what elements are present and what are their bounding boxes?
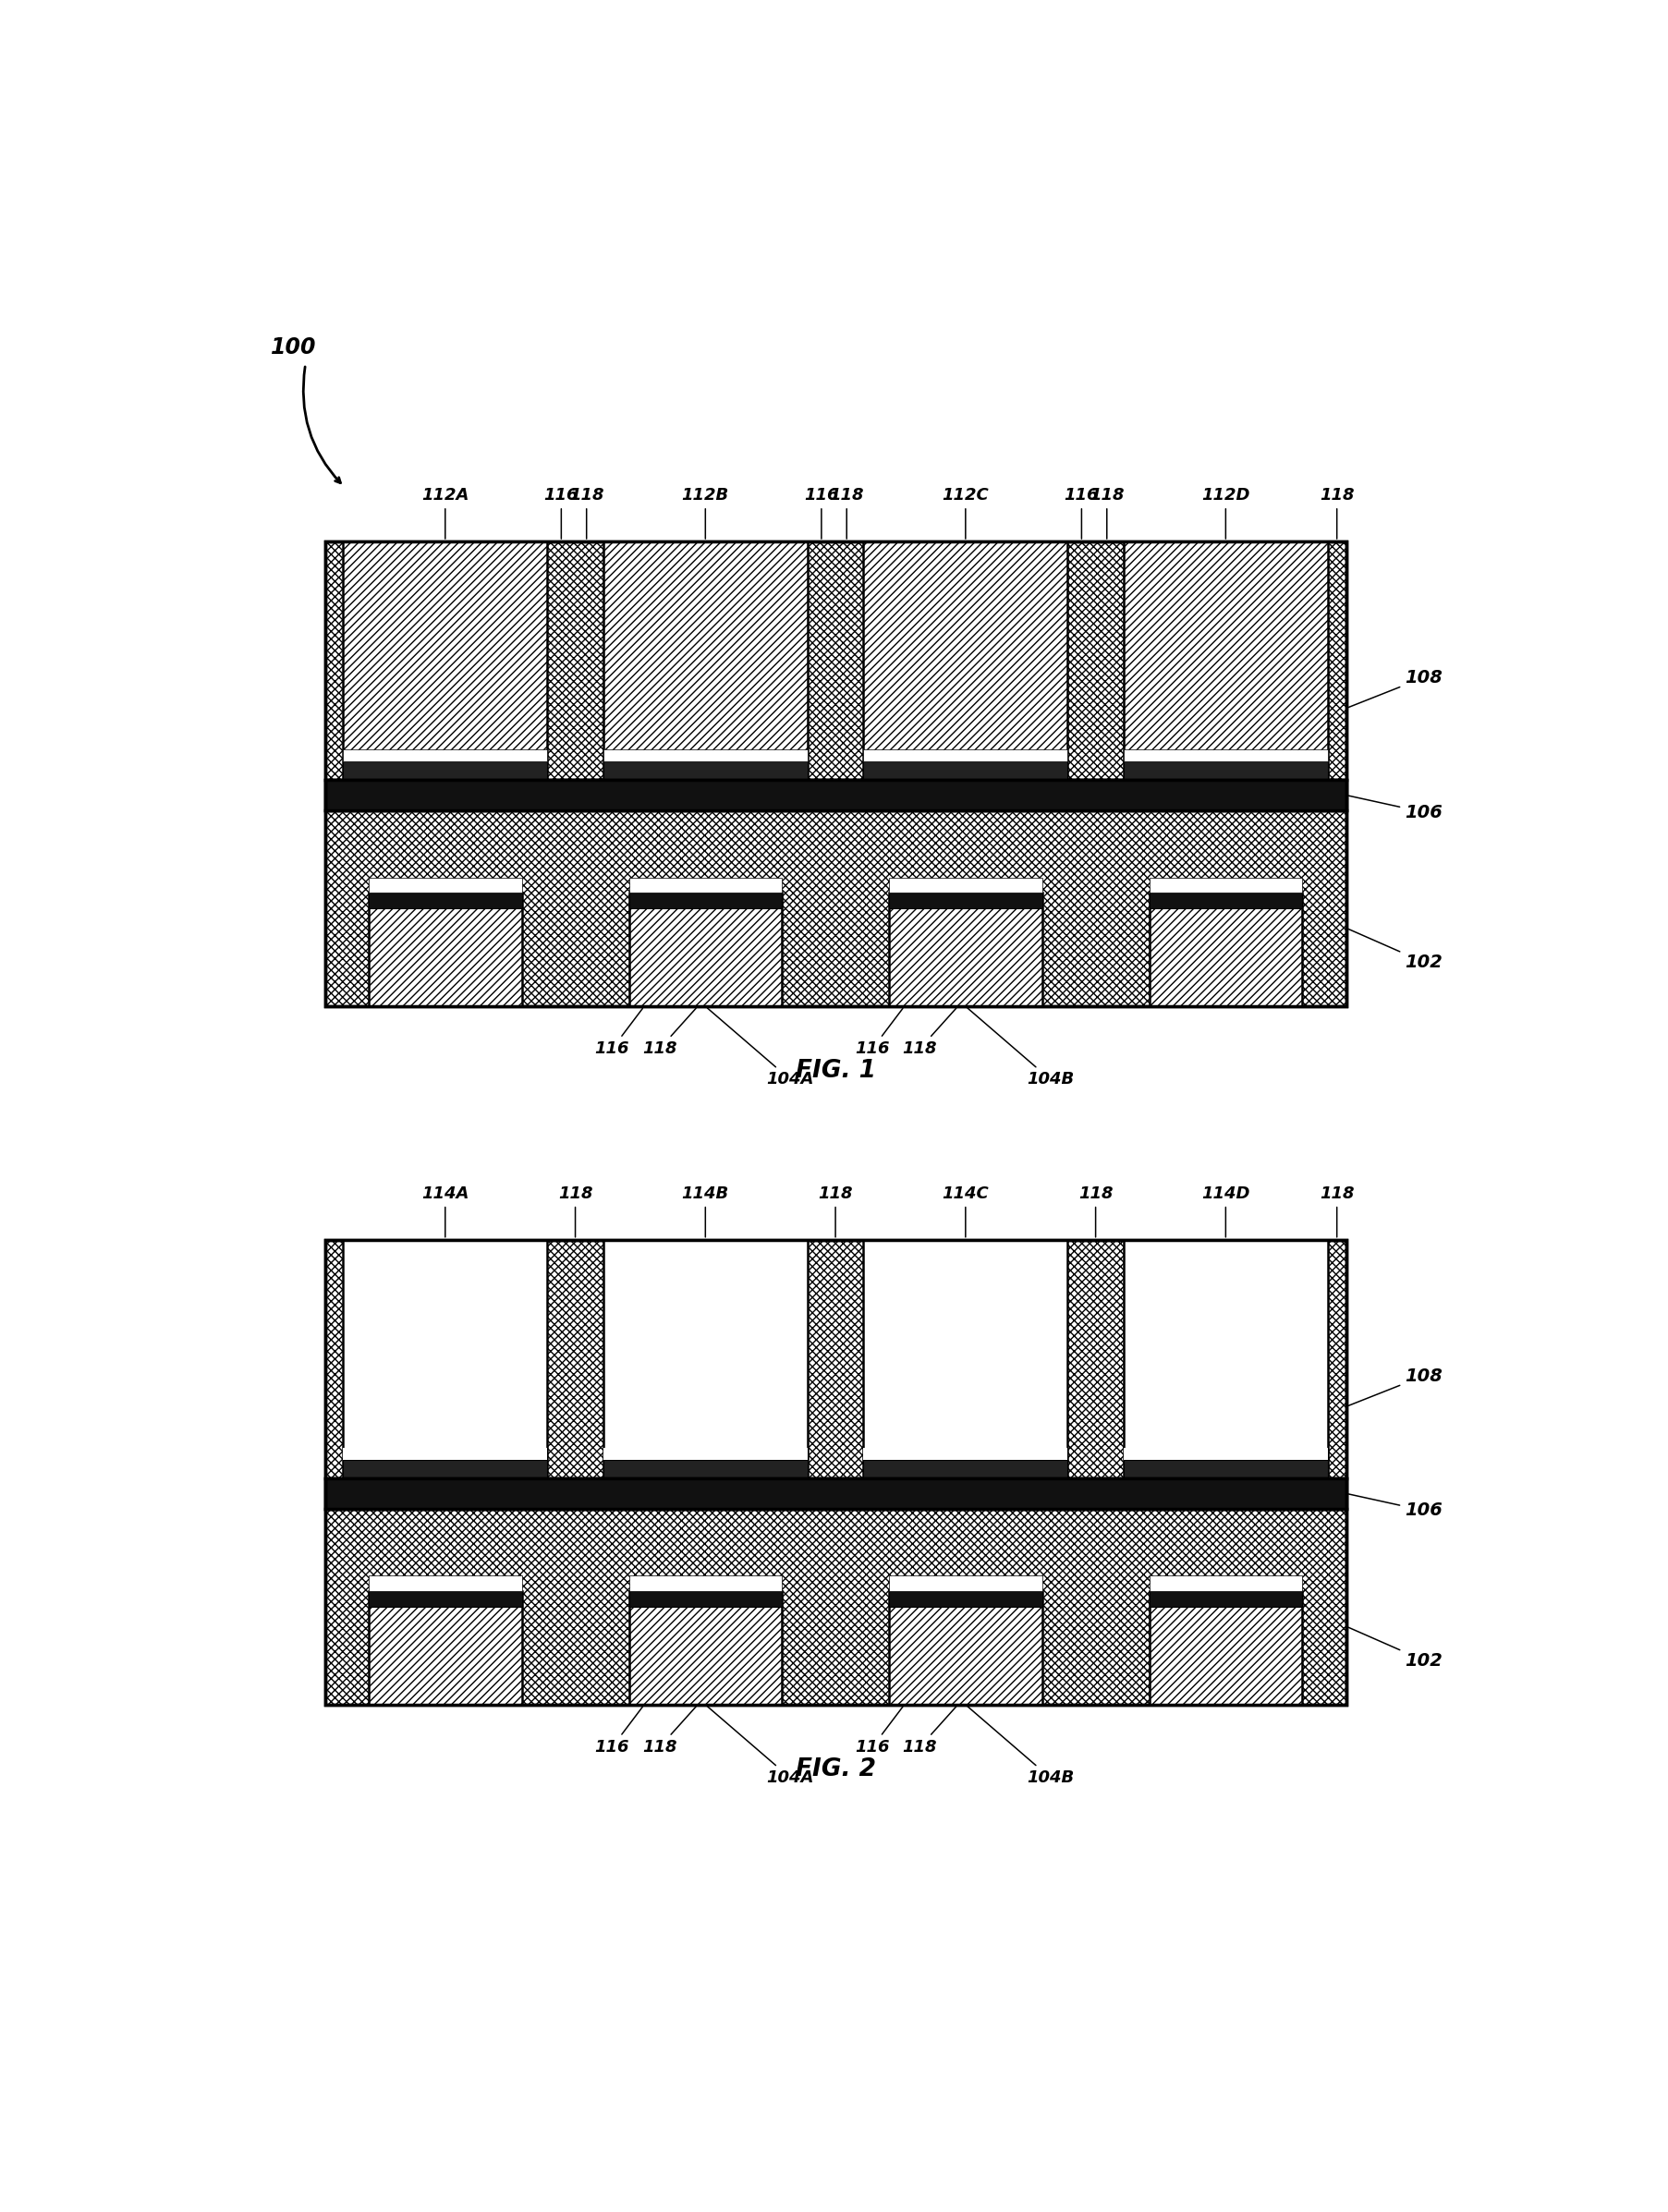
Text: 116: 116 [1064, 487, 1099, 540]
Text: 114C: 114C [942, 1186, 989, 1237]
Bar [1149, 1590, 1303, 1606]
Text: 100: 100 [270, 336, 317, 358]
Bar [629, 1575, 782, 1590]
Text: 114B: 114B [682, 1186, 729, 1237]
Bar [1149, 894, 1303, 909]
Bar [325, 1239, 1346, 1705]
Bar [629, 1590, 782, 1705]
Bar [325, 781, 1346, 810]
Bar [1124, 1447, 1328, 1460]
Text: 116: 116 [595, 1708, 642, 1756]
Bar [344, 750, 547, 761]
Bar [369, 894, 522, 909]
Bar [344, 1239, 547, 1478]
Bar [889, 1590, 1042, 1705]
Text: 106: 106 [1349, 796, 1443, 821]
Bar [889, 878, 1042, 894]
Bar [325, 1478, 1346, 1509]
Text: 116: 116 [804, 487, 839, 540]
Bar [1124, 750, 1328, 761]
Bar [604, 1239, 807, 1478]
Text: 108: 108 [1348, 668, 1443, 708]
Bar [889, 1575, 1042, 1590]
Text: 116: 116 [544, 487, 579, 540]
Bar [344, 1460, 547, 1478]
Text: 118: 118 [1089, 487, 1124, 540]
Bar [629, 1590, 782, 1606]
Text: 116: 116 [856, 1009, 902, 1057]
Bar [604, 1460, 807, 1478]
Bar [1124, 542, 1328, 781]
Bar [1124, 1460, 1328, 1478]
Bar [325, 542, 1346, 781]
Bar [325, 1509, 1346, 1705]
Bar [864, 542, 1068, 781]
Text: 102: 102 [1348, 929, 1443, 971]
Text: 104B: 104B [967, 1705, 1074, 1787]
Bar [1149, 878, 1303, 894]
Text: 118: 118 [902, 1009, 956, 1057]
Text: 104A: 104A [707, 1009, 814, 1088]
Text: 118: 118 [902, 1708, 956, 1756]
Bar [889, 1590, 1042, 1606]
Bar [325, 542, 1346, 1006]
Text: 112D: 112D [1201, 487, 1249, 540]
Bar [604, 761, 807, 781]
Text: 104B: 104B [967, 1009, 1074, 1088]
Bar [369, 1590, 522, 1705]
Text: 108: 108 [1348, 1367, 1443, 1405]
Text: 106: 106 [1349, 1493, 1443, 1520]
Bar [629, 894, 782, 1006]
Bar [864, 1460, 1068, 1478]
Bar [604, 1447, 807, 1460]
Bar [864, 1447, 1068, 1460]
Bar [864, 750, 1068, 761]
Bar [889, 894, 1042, 1006]
Bar [344, 542, 547, 781]
Bar [864, 1239, 1068, 1478]
Bar [325, 1239, 1346, 1478]
Text: 118: 118 [642, 1009, 696, 1057]
Text: 114A: 114A [422, 1186, 469, 1237]
Text: 114D: 114D [1201, 1186, 1249, 1237]
Text: FIG. 1: FIG. 1 [796, 1060, 876, 1084]
Text: 118: 118 [1078, 1186, 1113, 1237]
Bar [1149, 894, 1303, 1006]
Bar [344, 761, 547, 781]
Bar [369, 1575, 522, 1590]
Text: 104A: 104A [707, 1705, 814, 1787]
Bar [1124, 761, 1328, 781]
Text: 112A: 112A [422, 487, 469, 540]
Bar [864, 761, 1068, 781]
Text: 116: 116 [856, 1708, 902, 1756]
Bar [604, 750, 807, 761]
Bar [604, 542, 807, 781]
Bar [325, 1478, 1346, 1509]
Bar [325, 810, 1346, 1006]
Text: 118: 118 [569, 487, 604, 540]
Text: 112C: 112C [942, 487, 989, 540]
Bar [325, 781, 1346, 810]
Bar [629, 894, 782, 909]
Bar [1124, 1239, 1328, 1478]
Bar [369, 894, 522, 1006]
Bar [369, 878, 522, 894]
Bar [889, 894, 1042, 909]
Text: 118: 118 [1319, 487, 1354, 540]
Text: 102: 102 [1348, 1628, 1443, 1670]
Text: 112B: 112B [682, 487, 729, 540]
Bar [629, 878, 782, 894]
Text: FIG. 2: FIG. 2 [796, 1756, 876, 1781]
Text: 118: 118 [559, 1186, 592, 1237]
Text: 118: 118 [642, 1708, 696, 1756]
Text: 118: 118 [817, 1186, 852, 1237]
Text: 116: 116 [595, 1009, 642, 1057]
Text: 118: 118 [829, 487, 864, 540]
Bar [1149, 1575, 1303, 1590]
Bar [369, 1590, 522, 1606]
Text: 118: 118 [1319, 1186, 1354, 1237]
Bar [344, 1447, 547, 1460]
Bar [1149, 1590, 1303, 1705]
